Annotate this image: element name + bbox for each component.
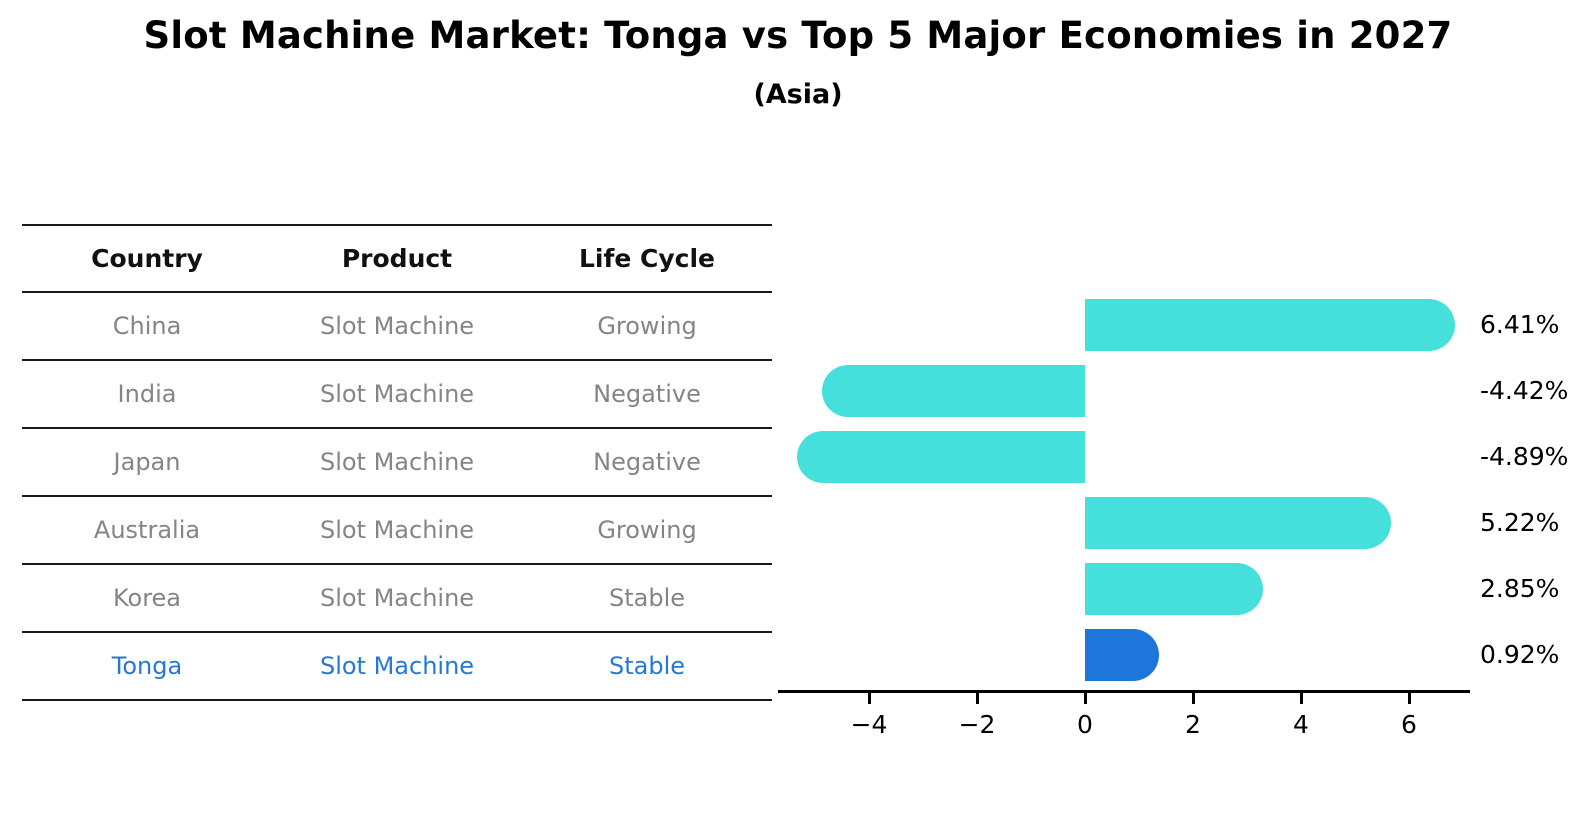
x-tick-label--2: −2 [958, 710, 996, 739]
cell-product: Slot Machine [272, 428, 522, 497]
x-tick-2 [1191, 693, 1195, 704]
cell-life-cycle: Stable [522, 632, 772, 701]
page-subtitle: (Asia) [753, 79, 843, 110]
bar-value-label-tonga: 0.92% [1480, 640, 1560, 669]
x-tick-label-4: 4 [1293, 710, 1309, 739]
cell-country: Korea [22, 564, 272, 633]
x-tick--4 [867, 693, 871, 704]
cell-product: Slot Machine [272, 496, 522, 565]
table-row-tonga: Tonga Slot Machine Stable [22, 632, 772, 701]
bar-value-label-korea: 2.85% [1480, 574, 1560, 603]
x-tick-4 [1299, 693, 1303, 704]
cell-country: Tonga [22, 632, 272, 701]
table-row-china: China Slot Machine Growing [22, 292, 772, 361]
cell-product: Slot Machine [272, 632, 522, 701]
bar-value-label-india: -4.42% [1480, 376, 1569, 405]
table-row-japan: Japan Slot Machine Negative [22, 428, 772, 497]
bar-tonga [1085, 629, 1159, 681]
bar-china [1085, 299, 1456, 351]
x-tick-label-6: 6 [1401, 710, 1417, 739]
cell-product: Slot Machine [272, 360, 522, 429]
cell-product: Slot Machine [272, 292, 522, 361]
page-title: Slot Machine Market: Tonga vs Top 5 Majo… [143, 14, 1453, 57]
table-row-korea: Korea Slot Machine Stable [22, 564, 772, 633]
cell-country: Japan [22, 428, 272, 497]
cell-life-cycle: Negative [522, 360, 772, 429]
table-header-country: Country [22, 224, 272, 293]
x-axis-line [778, 690, 1470, 693]
country-table-grid: Country Product Life Cycle China Slot Machi… [22, 224, 772, 701]
table-header-product: Product [272, 224, 522, 293]
table-header-row: Country Product Life Cycle [22, 224, 772, 293]
cell-life-cycle: Growing [522, 292, 772, 361]
bar-korea [1085, 563, 1263, 615]
x-tick-label-0: 0 [1077, 710, 1093, 739]
x-tick-label-2: 2 [1185, 710, 1201, 739]
table-row-australia: Australia Slot Machine Growing [22, 496, 772, 565]
table-row-india: India Slot Machine Negative [22, 360, 772, 429]
cell-product: Slot Machine [272, 564, 522, 633]
cell-life-cycle: Stable [522, 564, 772, 633]
x-tick-label--4: −4 [850, 710, 888, 739]
x-tick-0 [1083, 693, 1087, 704]
cell-life-cycle: Negative [522, 428, 772, 497]
bar-value-label-australia: 5.22% [1480, 508, 1560, 537]
bar-chart-area: 6.41% -4.42% -4.89% 5.22% 2.85% 0.92% −4 −2 0 2 4 6 [778, 260, 1588, 760]
bar-india [822, 365, 1085, 417]
x-tick--2 [975, 693, 979, 704]
x-tick-6 [1407, 693, 1411, 704]
bar-value-label-china: 6.41% [1480, 310, 1560, 339]
bar-japan [796, 431, 1085, 483]
cell-country: Australia [22, 496, 272, 565]
table-header-life-cycle: Life Cycle [522, 224, 772, 293]
cell-country: India [22, 360, 272, 429]
cell-life-cycle: Growing [522, 496, 772, 565]
table-body: China Slot Machine Growing India Slot Machin… [22, 292, 772, 701]
bar-australia [1085, 497, 1391, 549]
cell-country: China [22, 292, 272, 361]
bar-value-label-japan: -4.89% [1480, 442, 1569, 471]
country-table: Country Product Life Cycle China Slot Machi… [22, 224, 772, 701]
